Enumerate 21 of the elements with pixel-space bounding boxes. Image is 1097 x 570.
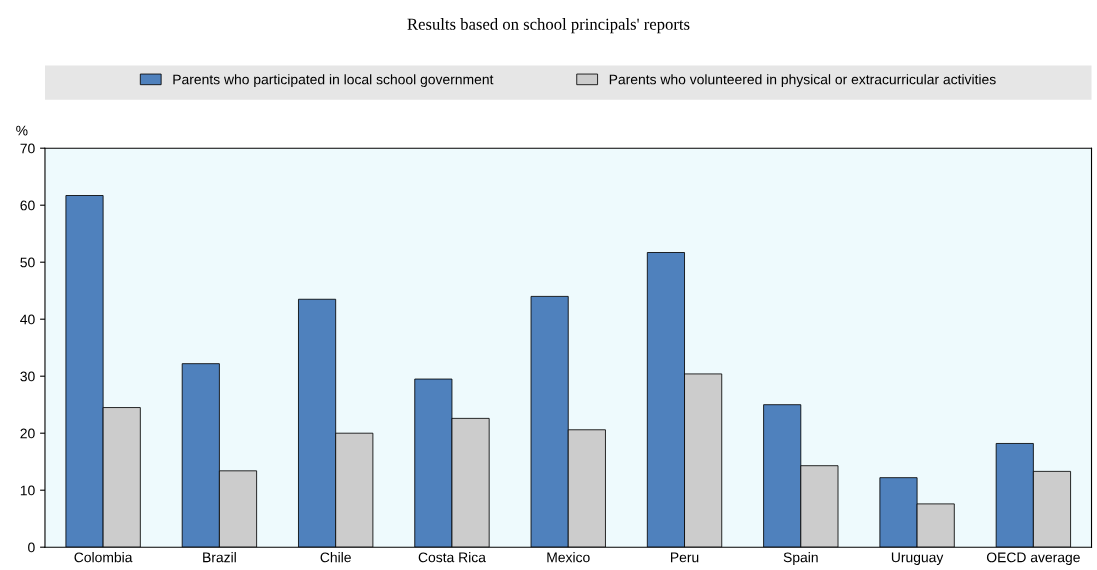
y-tick-label: 20 (20, 428, 35, 439)
y-tick-label: 0 (28, 542, 35, 553)
chart-title: Results based on school principals' reports (407, 18, 690, 34)
x-tick-label: Mexico (547, 552, 590, 563)
x-tick-label: Spain (783, 552, 818, 566)
x-tick-label: Costa Rica (418, 552, 486, 563)
legend-label: Parents who volunteered in physical or extracurricular activities (609, 74, 996, 88)
y-tick-label: 70 (20, 143, 35, 154)
x-tick-label: Peru (671, 552, 699, 563)
legend-label: Parents who participated in local school government (173, 74, 494, 88)
x-tick-label: Brazil (203, 552, 236, 563)
x-tick-label: Uruguay (891, 552, 944, 566)
y-axis-title: % (16, 125, 28, 136)
y-tick-label: 60 (20, 200, 35, 211)
x-tick-label: Chile (320, 552, 351, 563)
y-tick-label: 40 (20, 314, 35, 325)
y-tick-label: 50 (20, 257, 35, 268)
x-tick-label: OECD average (986, 552, 1080, 566)
y-tick-label: 10 (20, 485, 35, 496)
x-tick-label: Colombia (74, 552, 133, 563)
y-tick-label: 30 (20, 371, 35, 382)
